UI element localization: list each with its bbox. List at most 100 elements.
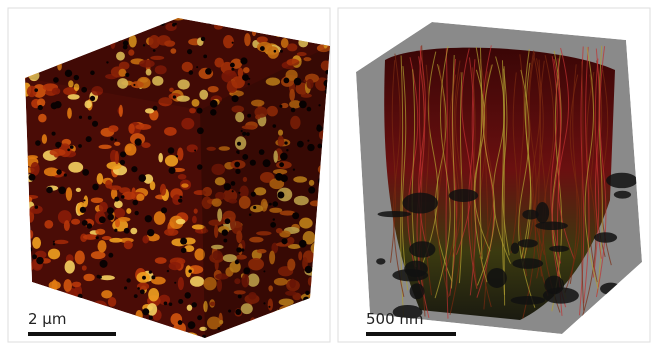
pore (67, 149, 70, 152)
grain (155, 257, 167, 264)
pore (518, 239, 538, 248)
pore (153, 106, 158, 111)
pore (197, 315, 202, 320)
grain (27, 155, 38, 159)
pore (449, 189, 479, 202)
pore (132, 200, 138, 206)
pore (134, 294, 138, 298)
grain (119, 105, 123, 117)
pore (536, 202, 549, 223)
pore (87, 223, 92, 228)
grain (108, 297, 116, 307)
pore (535, 222, 568, 231)
pore (79, 116, 82, 119)
pore (82, 220, 88, 226)
pore (55, 142, 61, 148)
pore (107, 214, 114, 221)
pore (110, 137, 114, 141)
grain (115, 219, 120, 227)
grain (101, 290, 112, 298)
grain (148, 288, 159, 301)
grain (135, 124, 151, 130)
grain (99, 145, 112, 149)
pore (178, 320, 183, 325)
pore (180, 238, 187, 245)
grain (150, 181, 156, 190)
pore (410, 283, 425, 299)
pore (121, 195, 125, 199)
pore (134, 211, 138, 215)
pore (135, 138, 142, 145)
grain (72, 282, 81, 288)
grain (126, 208, 131, 214)
pore (188, 270, 191, 273)
grain (65, 260, 75, 273)
pore (98, 275, 101, 278)
figure: 2 µm 500 nm (0, 0, 657, 347)
grain (83, 274, 94, 281)
pore (139, 174, 147, 182)
pore (86, 136, 92, 142)
grain (44, 220, 53, 229)
grain (124, 241, 133, 250)
pore (34, 88, 38, 92)
pore (90, 96, 95, 101)
grain (178, 277, 184, 290)
pore (46, 187, 53, 194)
pore (36, 257, 43, 264)
pore (168, 147, 175, 154)
grain (50, 149, 66, 156)
grain (164, 228, 178, 235)
grain (125, 143, 137, 155)
pore (404, 261, 428, 277)
pore (167, 270, 169, 272)
grain (160, 184, 166, 196)
grain (95, 229, 105, 235)
grain (99, 202, 108, 213)
grain (68, 162, 83, 173)
grain (91, 198, 103, 203)
pore (140, 289, 145, 294)
pore (80, 207, 86, 213)
figure-canvas: 2 µm 500 nm (0, 0, 657, 347)
pore (149, 270, 152, 273)
pore (378, 211, 412, 217)
pore (53, 241, 55, 243)
pore (99, 216, 106, 223)
grain (136, 194, 144, 201)
pore (511, 243, 519, 254)
pore (606, 173, 637, 188)
pore (124, 286, 127, 289)
grain (76, 188, 81, 192)
pore (185, 292, 191, 298)
grain (192, 216, 197, 224)
pore (169, 167, 176, 174)
pore (176, 155, 178, 157)
grain (169, 262, 182, 270)
grain (68, 94, 80, 100)
pore (180, 196, 183, 199)
pore (151, 275, 155, 279)
grain (114, 208, 125, 218)
pore (78, 144, 82, 148)
grain (108, 125, 118, 132)
grain (63, 279, 72, 292)
pore (402, 193, 438, 214)
grain (32, 237, 41, 249)
pore (376, 258, 385, 264)
pore (120, 160, 125, 165)
pore (107, 207, 114, 214)
pore (32, 254, 37, 259)
pore (126, 278, 130, 282)
grain (128, 124, 134, 134)
grain (83, 234, 98, 240)
pore (120, 151, 126, 157)
pore (92, 184, 99, 191)
grain (145, 108, 154, 113)
grain (332, 339, 338, 347)
pore (142, 308, 149, 315)
pore (96, 236, 99, 239)
pore (142, 276, 146, 280)
pore (114, 197, 119, 202)
pore (188, 321, 196, 329)
